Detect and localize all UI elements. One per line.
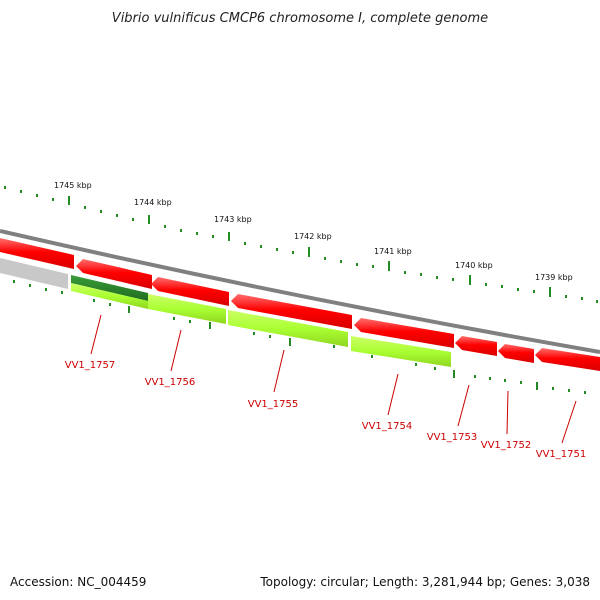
inner-track-ticks xyxy=(13,280,586,394)
reverse-gene-arrow[interactable] xyxy=(231,294,352,329)
reverse-strand-genes xyxy=(0,238,600,371)
gene-label-leader xyxy=(387,373,399,416)
gene-label-leader xyxy=(170,329,182,372)
gene-label[interactable]: VV1_1754 xyxy=(362,421,413,432)
gene-label-leader xyxy=(90,314,102,355)
gene-label-leader xyxy=(457,384,470,427)
forward-strand-genes xyxy=(0,258,451,367)
gene-label[interactable]: VV1_1753 xyxy=(427,432,478,443)
genome-summary-text: Topology: circular; Length: 3,281,944 bp… xyxy=(259,575,590,589)
reverse-gene-arrow[interactable] xyxy=(455,336,497,356)
reverse-gene-arrow[interactable] xyxy=(354,318,454,348)
genome-backbone xyxy=(0,229,600,354)
forward-gene-bar[interactable] xyxy=(351,336,451,367)
ruler-label: 1739 kbp xyxy=(535,273,573,282)
ruler-labels: 1745 kbp 1744 kbp 1743 kbp 1742 kbp 1741… xyxy=(54,181,573,282)
ruler-label: 1745 kbp xyxy=(54,181,92,190)
ruler-label: 1743 kbp xyxy=(214,215,252,224)
gene-labels: VV1_1757 VV1_1756 VV1_1755 VV1_1754 VV1_… xyxy=(65,360,587,460)
forward-gene-bar[interactable] xyxy=(228,310,348,347)
gene-label-leader xyxy=(506,390,509,435)
ruler-label: 1741 kbp xyxy=(374,247,412,256)
gene-label-leader xyxy=(273,349,285,393)
reverse-gene-arrow[interactable] xyxy=(535,348,600,371)
genome-title: Vibrio vulnificus CMCP6 chromosome I, co… xyxy=(112,11,488,26)
reverse-gene-arrow[interactable] xyxy=(0,238,74,269)
ruler-label: 1742 kbp xyxy=(294,232,332,241)
ruler-label: 1740 kbp xyxy=(455,261,493,270)
ruler-label: 1744 kbp xyxy=(134,198,172,207)
forward-gene-bar[interactable] xyxy=(71,283,148,309)
inactive-gene-bar[interactable] xyxy=(0,258,68,289)
gene-label-leaders xyxy=(90,314,577,444)
ruler: 1745 kbp 1744 kbp 1743 kbp 1742 kbp 1741… xyxy=(4,181,598,303)
gene-label[interactable]: VV1_1756 xyxy=(145,377,196,388)
forward-gene-bar-selected[interactable] xyxy=(71,275,148,301)
gene-label[interactable]: VV1_1751 xyxy=(536,449,587,460)
gene-label-leader xyxy=(561,400,577,444)
gene-label[interactable]: VV1_1757 xyxy=(65,360,116,371)
gene-label[interactable]: VV1_1752 xyxy=(481,440,532,451)
ruler-major-ticks xyxy=(68,196,551,297)
gene-label[interactable]: VV1_1755 xyxy=(248,399,299,410)
forward-gene-bar[interactable] xyxy=(148,294,226,324)
accession-text: Accession: NC_004459 xyxy=(10,575,146,589)
ruler-minor-ticks xyxy=(4,186,598,303)
reverse-gene-arrow[interactable] xyxy=(151,277,229,306)
reverse-gene-arrow[interactable] xyxy=(76,259,152,289)
reverse-gene-arrow[interactable] xyxy=(498,344,534,363)
